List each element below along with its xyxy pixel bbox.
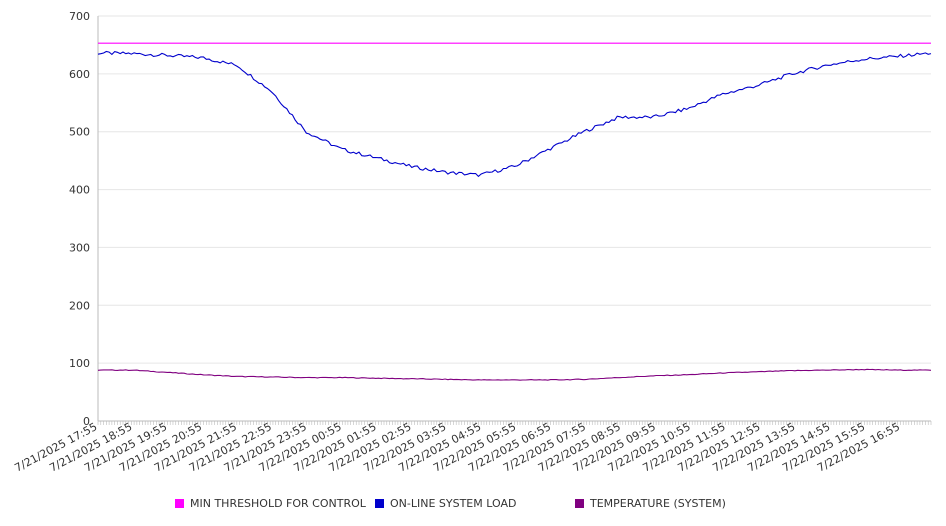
legend-label-min-threshold: MIN THRESHOLD FOR CONTROL [190,497,366,510]
legend: MIN THRESHOLD FOR CONTROL ON-LINE SYSTEM… [0,497,946,515]
y-tick-label: 700 [69,10,90,23]
legend-item-temperature: TEMPERATURE (SYSTEM) [575,497,726,510]
y-tick-label: 200 [69,299,90,312]
y-tick-label: 0 [83,415,90,428]
series-line-1 [97,50,932,178]
grid-lines [98,15,931,422]
y-tick-label: 100 [69,357,90,370]
legend-label-system-load: ON-LINE SYSTEM LOAD [390,497,517,510]
legend-swatch-system-load [375,499,384,508]
y-tick-label: 600 [69,68,90,81]
y-tick-label: 300 [69,241,90,254]
legend-label-temperature: TEMPERATURE (SYSTEM) [590,497,726,510]
y-axis: 0 100 200 300 400 500 600 700 [69,10,99,428]
legend-swatch-temperature [575,499,584,508]
y-tick-label: 400 [69,184,90,197]
y-tick-label: 500 [69,126,90,139]
legend-item-system-load: ON-LINE SYSTEM LOAD [375,497,516,510]
series-line-2 [97,368,932,381]
legend-item-min-threshold: MIN THRESHOLD FOR CONTROL [175,497,366,510]
series-lines [97,42,932,381]
legend-swatch-min-threshold [175,499,184,508]
x-axis: 7/21/2025 17:557/21/2025 18:557/21/2025 … [12,420,932,475]
